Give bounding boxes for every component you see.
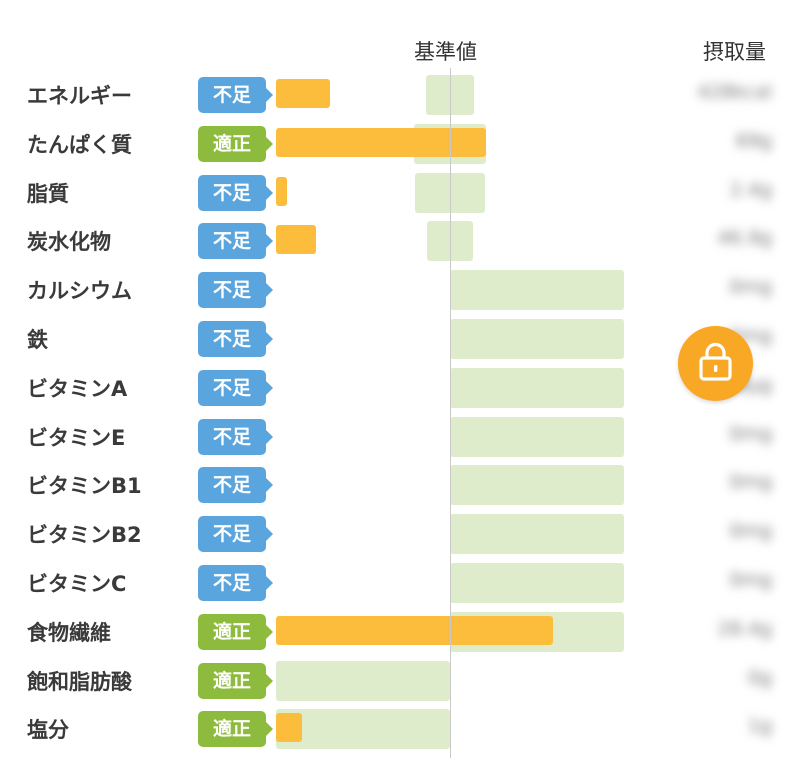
status-label: 不足 xyxy=(212,84,251,106)
status-badge: 不足 xyxy=(198,467,273,504)
standard-range xyxy=(450,465,624,506)
intake-amount: 0mg xyxy=(729,569,772,591)
nutrient-name: たんぱく質 xyxy=(27,132,132,157)
nutrient-name: 塩分 xyxy=(27,718,69,743)
standard-range xyxy=(450,319,624,359)
nutrient-row: ビタミンB1 不足 0mg xyxy=(0,460,800,509)
nutrient-row: カルシウム 不足 0mg xyxy=(0,265,800,314)
status-label: 不足 xyxy=(212,376,251,399)
nutrient-row: ビタミンB2 不足 0mg xyxy=(0,509,800,558)
status-label: 適正 xyxy=(212,132,251,155)
nutrient-name: ビタミンB2 xyxy=(27,523,142,548)
intake-bar xyxy=(276,127,486,157)
status-label: 不足 xyxy=(212,474,251,497)
status-badge: 適正 xyxy=(198,662,273,699)
nutrient-row: 飽和脂肪酸 適正 0g xyxy=(0,656,800,705)
status-badge: 不足 xyxy=(198,321,273,357)
intake-amount: 0g xyxy=(747,666,772,689)
standard-range xyxy=(450,563,624,603)
intake-amount-header: 摂取量 xyxy=(703,40,766,64)
intake-amount: 69g xyxy=(735,129,772,152)
status-badge: 不足 xyxy=(198,77,273,113)
nutrient-row: ビタミンC 不足 0mg xyxy=(0,558,800,607)
intake-amount: 0mg xyxy=(729,422,772,445)
nutrient-name: 鉄 xyxy=(27,328,48,352)
status-label: 不足 xyxy=(212,279,251,302)
standard-range xyxy=(276,660,450,701)
intake-amount: 46.9g xyxy=(717,227,772,250)
nutrient-row: エネルギー 不足 428kcal xyxy=(0,70,800,119)
intake-bar xyxy=(276,713,302,743)
lock-icon xyxy=(699,342,732,381)
standard-range xyxy=(450,367,624,408)
status-badge: 不足 xyxy=(198,272,273,309)
standard-range xyxy=(450,416,624,457)
nutrient-name: 食物繊維 xyxy=(27,620,111,645)
intake-amount: 0mg xyxy=(729,276,772,299)
intake-amount: 1g xyxy=(747,715,772,738)
nutrient-row: ビタミンE 不足 0mg xyxy=(0,412,800,461)
status-label: 適正 xyxy=(212,620,251,643)
nutrient-row: 食物繊維 適正 28.4g xyxy=(0,607,800,656)
status-label: 不足 xyxy=(212,181,251,204)
status-label: 不足 xyxy=(212,230,251,253)
intake-bar xyxy=(276,79,330,108)
nutrient-name: ビタミンC xyxy=(27,572,127,596)
status-badge: 不足 xyxy=(198,418,273,455)
nutrient-name: 脂質 xyxy=(27,181,69,206)
status-badge: 不足 xyxy=(198,516,273,553)
nutrient-name: カルシウム xyxy=(27,279,132,304)
nutrient-row: たんぱく質 適正 69g xyxy=(0,119,800,168)
intake-amount: 2.4g xyxy=(729,178,772,201)
status-badge: 不足 xyxy=(198,174,273,211)
nutrient-name: ビタミンE xyxy=(27,425,126,450)
nutrient-row: 塩分 適正 1g xyxy=(0,704,800,753)
status-badge: 適正 xyxy=(198,613,273,650)
intake-bar xyxy=(276,615,553,645)
status-badge: 不足 xyxy=(198,565,273,601)
status-label: 適正 xyxy=(212,669,251,692)
nutrient-row: 脂質 不足 2.4g xyxy=(0,168,800,217)
status-badge: 適正 xyxy=(198,711,273,748)
status-label: 不足 xyxy=(212,523,251,546)
nutrient-name: ビタミンB1 xyxy=(27,474,142,499)
standard-range xyxy=(450,270,624,311)
nutrient-row: ビタミンA 不足 0μg xyxy=(0,363,800,412)
nutrient-name: エネルギー xyxy=(27,84,132,108)
nutrient-row: 炭水化物 不足 46.9g xyxy=(0,216,800,265)
intake-amount: 0mg xyxy=(729,520,772,543)
status-label: 不足 xyxy=(212,328,251,350)
standard-range xyxy=(450,514,624,555)
lock-button[interactable] xyxy=(678,326,753,401)
status-badge: 不足 xyxy=(198,223,273,260)
standard-guideline xyxy=(450,68,451,758)
status-label: 不足 xyxy=(212,572,251,594)
standard-range xyxy=(276,709,450,750)
nutrient-name: ビタミンA xyxy=(27,376,128,401)
status-label: 不足 xyxy=(212,425,251,448)
status-badge: 不足 xyxy=(198,369,273,406)
nutrient-name: 飽和脂肪酸 xyxy=(27,669,132,694)
status-badge: 適正 xyxy=(198,125,273,162)
intake-amount: 428kcal xyxy=(697,81,772,103)
intake-amount: 0mg xyxy=(729,471,772,494)
intake-amount: 28.4g xyxy=(717,617,772,640)
intake-bar xyxy=(276,225,316,255)
standard-value-header: 基準値 xyxy=(414,40,477,64)
status-label: 適正 xyxy=(212,718,251,741)
nutrient-name: 炭水化物 xyxy=(27,230,111,255)
intake-bar xyxy=(276,176,287,206)
